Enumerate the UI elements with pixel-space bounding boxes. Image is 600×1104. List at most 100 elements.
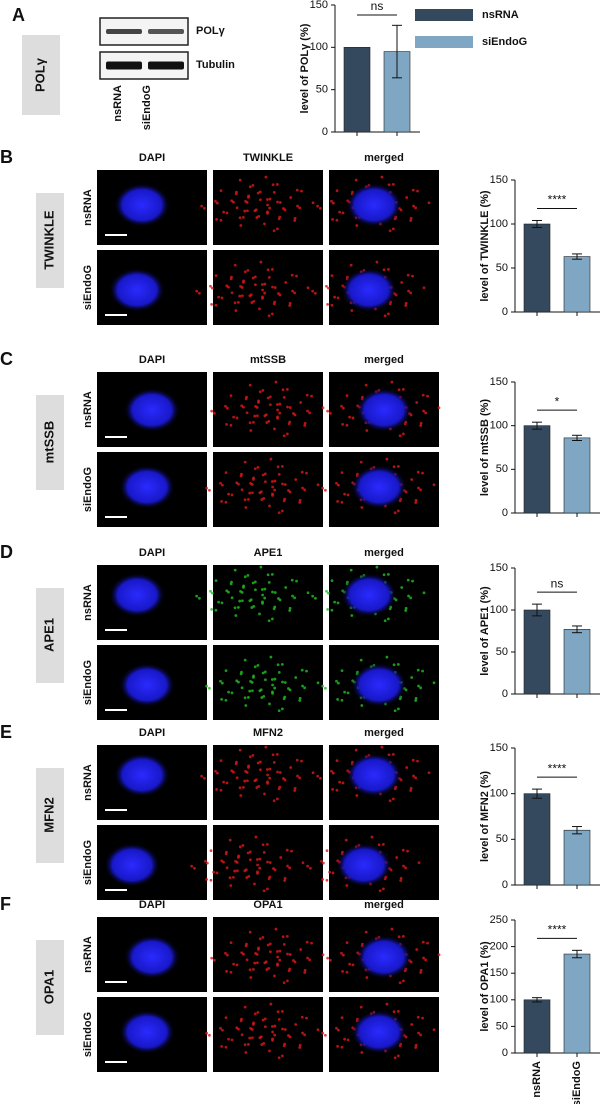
band [148,29,184,34]
stain-speck [406,849,409,853]
nucleus [119,663,175,707]
stain-speck [261,671,265,675]
stain-speck [275,403,279,406]
nucleus [109,573,165,617]
stain-speck [253,414,257,418]
stain-speck [273,677,277,681]
stain-speck [330,579,334,583]
micrograph [316,170,439,245]
stain-speck [381,842,385,846]
y-tick-label: 150 [490,562,508,574]
stain-speck [281,482,284,486]
stain-speck [278,958,282,962]
stain-speck [288,953,292,956]
column-header: DAPI [139,354,165,366]
stain-speck [266,573,270,577]
stain-speck [213,411,216,415]
protein-label: OPA1 [41,970,56,1004]
stain-speck [346,493,350,497]
stain-speck [210,409,214,413]
micrograph [97,997,207,1072]
stain-speck [351,963,355,967]
stain-speck [432,483,436,487]
bar [563,953,591,1054]
stain-speck [245,958,249,962]
stain-speck [265,842,269,846]
stain-speck [400,586,404,589]
stain-speck [281,935,285,939]
stain-speck [360,1051,364,1054]
stain-speck [254,208,258,212]
stain-speck [200,204,204,208]
stain-speck [219,189,223,193]
stain-speck [328,870,332,874]
stain-speck [273,686,277,690]
micrograph [205,645,323,720]
stain-speck [225,866,229,870]
stain-speck [343,1037,347,1041]
y-tick-label: 100 [490,994,508,1006]
error-bar [532,421,542,430]
stain-speck [283,1028,287,1031]
error-bar [532,788,542,799]
stain-speck [225,969,229,973]
stain-speck [258,390,262,394]
stain-speck [273,1024,277,1028]
stain-speck [243,270,247,274]
stain-speck [230,291,234,295]
stain-speck [421,940,425,944]
error-bar [532,997,542,1003]
stain-speck [244,868,248,872]
stain-speck [321,486,325,490]
stain-speck [232,962,236,966]
stain-speck [243,1005,247,1009]
stain-speck [269,457,273,461]
stain-speck [314,291,317,295]
stain-speck [277,597,280,600]
stain-speck [324,488,327,492]
micrograph [321,645,439,720]
stain-speck [306,956,309,960]
stain-speck [215,871,219,875]
stain-speck [289,196,293,199]
stain-speck [410,1023,414,1026]
stain-speck [263,480,267,484]
stain-speck [270,572,274,576]
stain-speck [414,776,418,780]
stain-speck [222,780,226,784]
stain-speck [395,856,399,859]
stain-speck [250,1028,254,1031]
stain-speck [300,470,304,474]
stain-speck [295,274,298,278]
stain-speck [390,380,394,384]
y-tick-label: 100 [490,604,508,616]
stain-speck [419,968,423,972]
column-header: merged [364,727,404,739]
stain-speck [333,295,337,299]
stain-speck [253,467,257,471]
micrograph [326,372,441,447]
stain-speck [266,780,269,784]
stain-speck [263,291,267,295]
stain-speck [255,858,259,861]
stain-speck [305,393,309,397]
stain-speck [242,280,245,284]
y-tick-label: 0 [502,1047,508,1059]
stain-speck [208,488,211,492]
stain-speck [288,967,292,971]
stain-speck [248,421,252,425]
stain-speck [277,670,281,674]
stain-speck [282,942,286,946]
stain-speck [248,850,252,854]
stain-speck [321,877,325,881]
stain-speck [277,1017,281,1021]
stain-speck [265,887,269,891]
legend-label: nsRNA [482,9,519,21]
stain-speck [252,299,256,303]
stain-speck [414,696,418,700]
label-box [36,940,64,1035]
stain-speck [263,587,267,591]
stain-speck [422,591,426,595]
stain-speck [239,794,243,797]
stain-speck [270,480,274,483]
